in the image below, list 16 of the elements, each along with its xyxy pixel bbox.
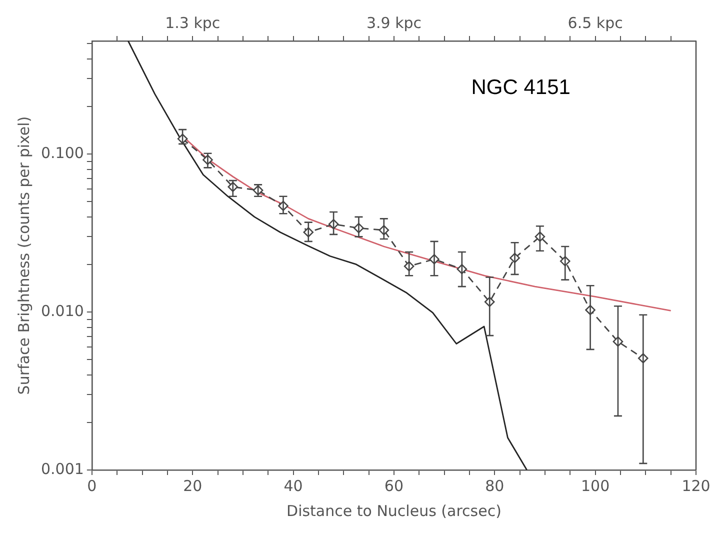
x-tick-label: 60 — [384, 476, 404, 495]
x2-tick-label: 6.5 kpc — [568, 14, 623, 32]
x-tick-label: 120 — [682, 476, 710, 495]
x-tick-label: 20 — [183, 476, 202, 495]
x-tick-label: 40 — [284, 476, 303, 495]
y-tick-label: 0.001 — [40, 460, 84, 478]
y-axis-title: Surface Brightness (counts per pixel) — [14, 116, 33, 395]
x-tick-label: 0 — [87, 476, 97, 495]
x2-tick-label: 1.3 kpc — [165, 14, 220, 32]
x-tick-label: 80 — [485, 476, 504, 495]
y-tick-label: 0.100 — [40, 144, 84, 162]
x-tick-label: 100 — [581, 476, 610, 495]
annotation: NGC 4151 — [471, 76, 570, 99]
x-axis-title: Distance to Nucleus (arcsec) — [286, 502, 502, 520]
x2-tick-label: 3.9 kpc — [366, 14, 422, 32]
y-tick-label: 0.010 — [40, 302, 84, 320]
